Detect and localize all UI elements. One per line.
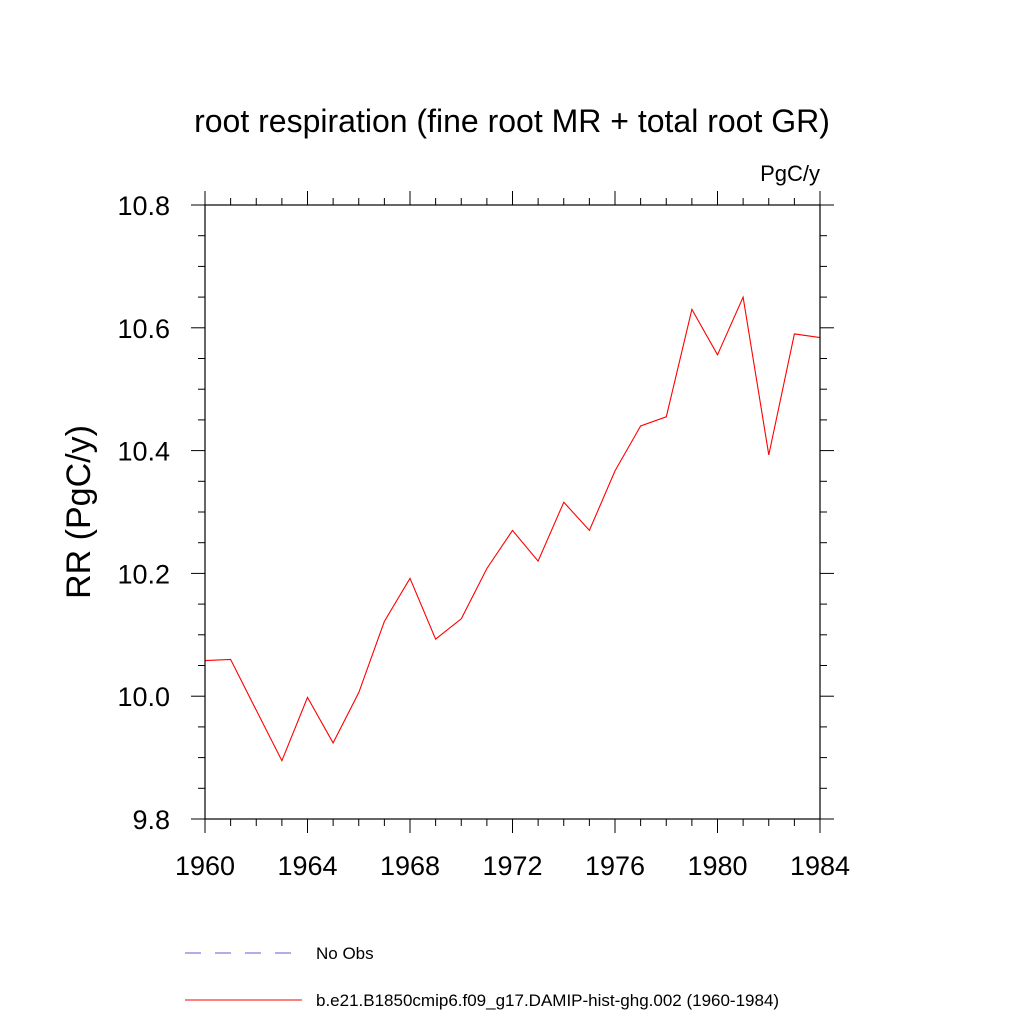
x-tick-label: 1976	[585, 851, 645, 881]
y-tick-label: 10.2	[117, 559, 170, 589]
x-tick-label: 1968	[380, 851, 440, 881]
y-tick-label: 10.6	[117, 314, 170, 344]
x-tick-label: 1972	[482, 851, 542, 881]
x-tick-label: 1984	[790, 851, 850, 881]
x-tick-label: 1960	[175, 851, 235, 881]
x-tick-label: 1964	[277, 851, 337, 881]
y-tick-label: 10.0	[117, 682, 170, 712]
y-tick-label: 10.8	[117, 191, 170, 221]
x-tick-label: 1980	[687, 851, 747, 881]
legend: No Obs b.e21.B1850cmip6.f09_g17.DAMIP-his…	[185, 944, 779, 1010]
units-label: PgC/y	[760, 161, 820, 186]
y-tick-label: 10.4	[117, 437, 170, 467]
series-group	[204, 295, 821, 763]
series-line-0	[204, 295, 821, 763]
axis-ticks	[191, 191, 834, 833]
tick-labels: 1960 1964 1968 1972 1976 1980 1984 9.8 10.0 10.2 1…	[117, 191, 850, 881]
chart-title: root respiration (fine root MR + total r…	[194, 103, 830, 139]
y-tick-label: 9.8	[132, 805, 170, 835]
plot-frame	[204, 204, 821, 820]
legend-label: No Obs	[316, 944, 374, 963]
legend-label: b.e21.B1850cmip6.f09_g17.DAMIP-hist-ghg.…	[316, 991, 779, 1010]
y-axis-label: RR (PgC/y)	[60, 425, 98, 599]
